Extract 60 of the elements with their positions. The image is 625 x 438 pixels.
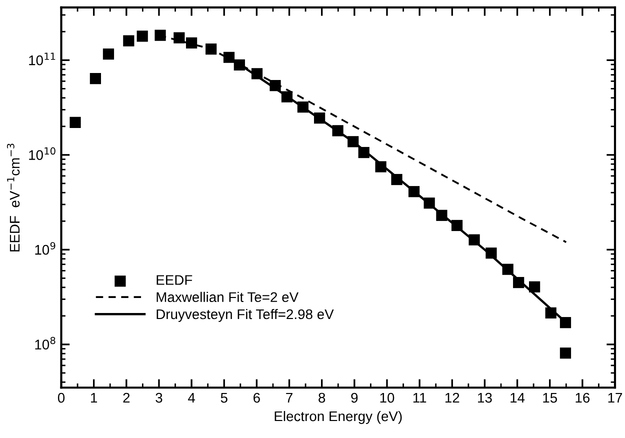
point	[174, 32, 185, 44]
point	[528, 281, 540, 292]
x-tick-label: 7	[286, 393, 292, 403]
x-tick-label: 12	[445, 392, 460, 403]
point	[281, 91, 293, 102]
point	[297, 101, 308, 113]
y-tick-label: 10$^{8}$	[35, 336, 56, 350]
y-axis-title: EEDF eV$^{−1}$cm$^{−3}$	[6, 144, 20, 252]
point	[408, 186, 420, 198]
x-tick-label: 0	[58, 392, 65, 403]
x-tick-label: 3	[156, 392, 162, 403]
point	[154, 30, 166, 41]
point	[513, 276, 524, 288]
x-tick-label: 5	[220, 393, 228, 403]
x-axis-title: Electron Energy (eV)	[274, 410, 402, 424]
point	[332, 125, 344, 136]
point	[486, 248, 497, 259]
y-tick-label: 10$^{9}$	[35, 242, 56, 255]
x-tick-label: 6	[254, 392, 260, 403]
point	[223, 52, 235, 63]
point	[206, 43, 217, 55]
point	[468, 234, 480, 246]
point	[502, 264, 514, 275]
x-tick-label: 4	[188, 393, 195, 403]
x-tick-label: 11	[413, 393, 426, 403]
x-tick-label: 13	[478, 392, 492, 403]
legend-label: EEDF	[156, 275, 192, 285]
legend-label: Maxwellian Fit Te=2 eV	[156, 292, 299, 302]
point	[123, 35, 134, 46]
x-tick-label: 8	[318, 392, 326, 403]
legend-label: Druyvesteyn Fit Teff=2.98 eV	[156, 308, 334, 322]
point	[436, 210, 448, 221]
x-tick-label: 10	[380, 392, 394, 403]
point	[270, 80, 281, 92]
x-tick-label: 14	[510, 393, 525, 403]
x-tick-label: 17	[608, 393, 622, 403]
point	[348, 136, 359, 148]
x-tick-label: 15	[543, 393, 557, 403]
point	[70, 116, 81, 128]
point	[186, 37, 198, 48]
x-tick-label: 1	[91, 393, 98, 403]
x-tick-label: 2	[123, 392, 130, 403]
point	[136, 30, 148, 42]
point	[391, 174, 402, 186]
point	[90, 72, 102, 84]
y-tick-label: 10$^{11}$	[29, 52, 56, 66]
point	[251, 68, 263, 80]
point	[234, 59, 245, 71]
x-tick-label: 9	[351, 392, 358, 403]
point	[102, 48, 114, 60]
point	[560, 317, 572, 328]
point	[424, 198, 435, 209]
point	[358, 146, 370, 158]
x-tick-label: 16	[576, 392, 590, 403]
y-tick-label: 10$^{10}$	[29, 147, 56, 160]
point	[560, 348, 572, 359]
point	[545, 307, 556, 318]
point	[375, 161, 386, 172]
point	[451, 220, 463, 232]
point	[314, 112, 326, 124]
